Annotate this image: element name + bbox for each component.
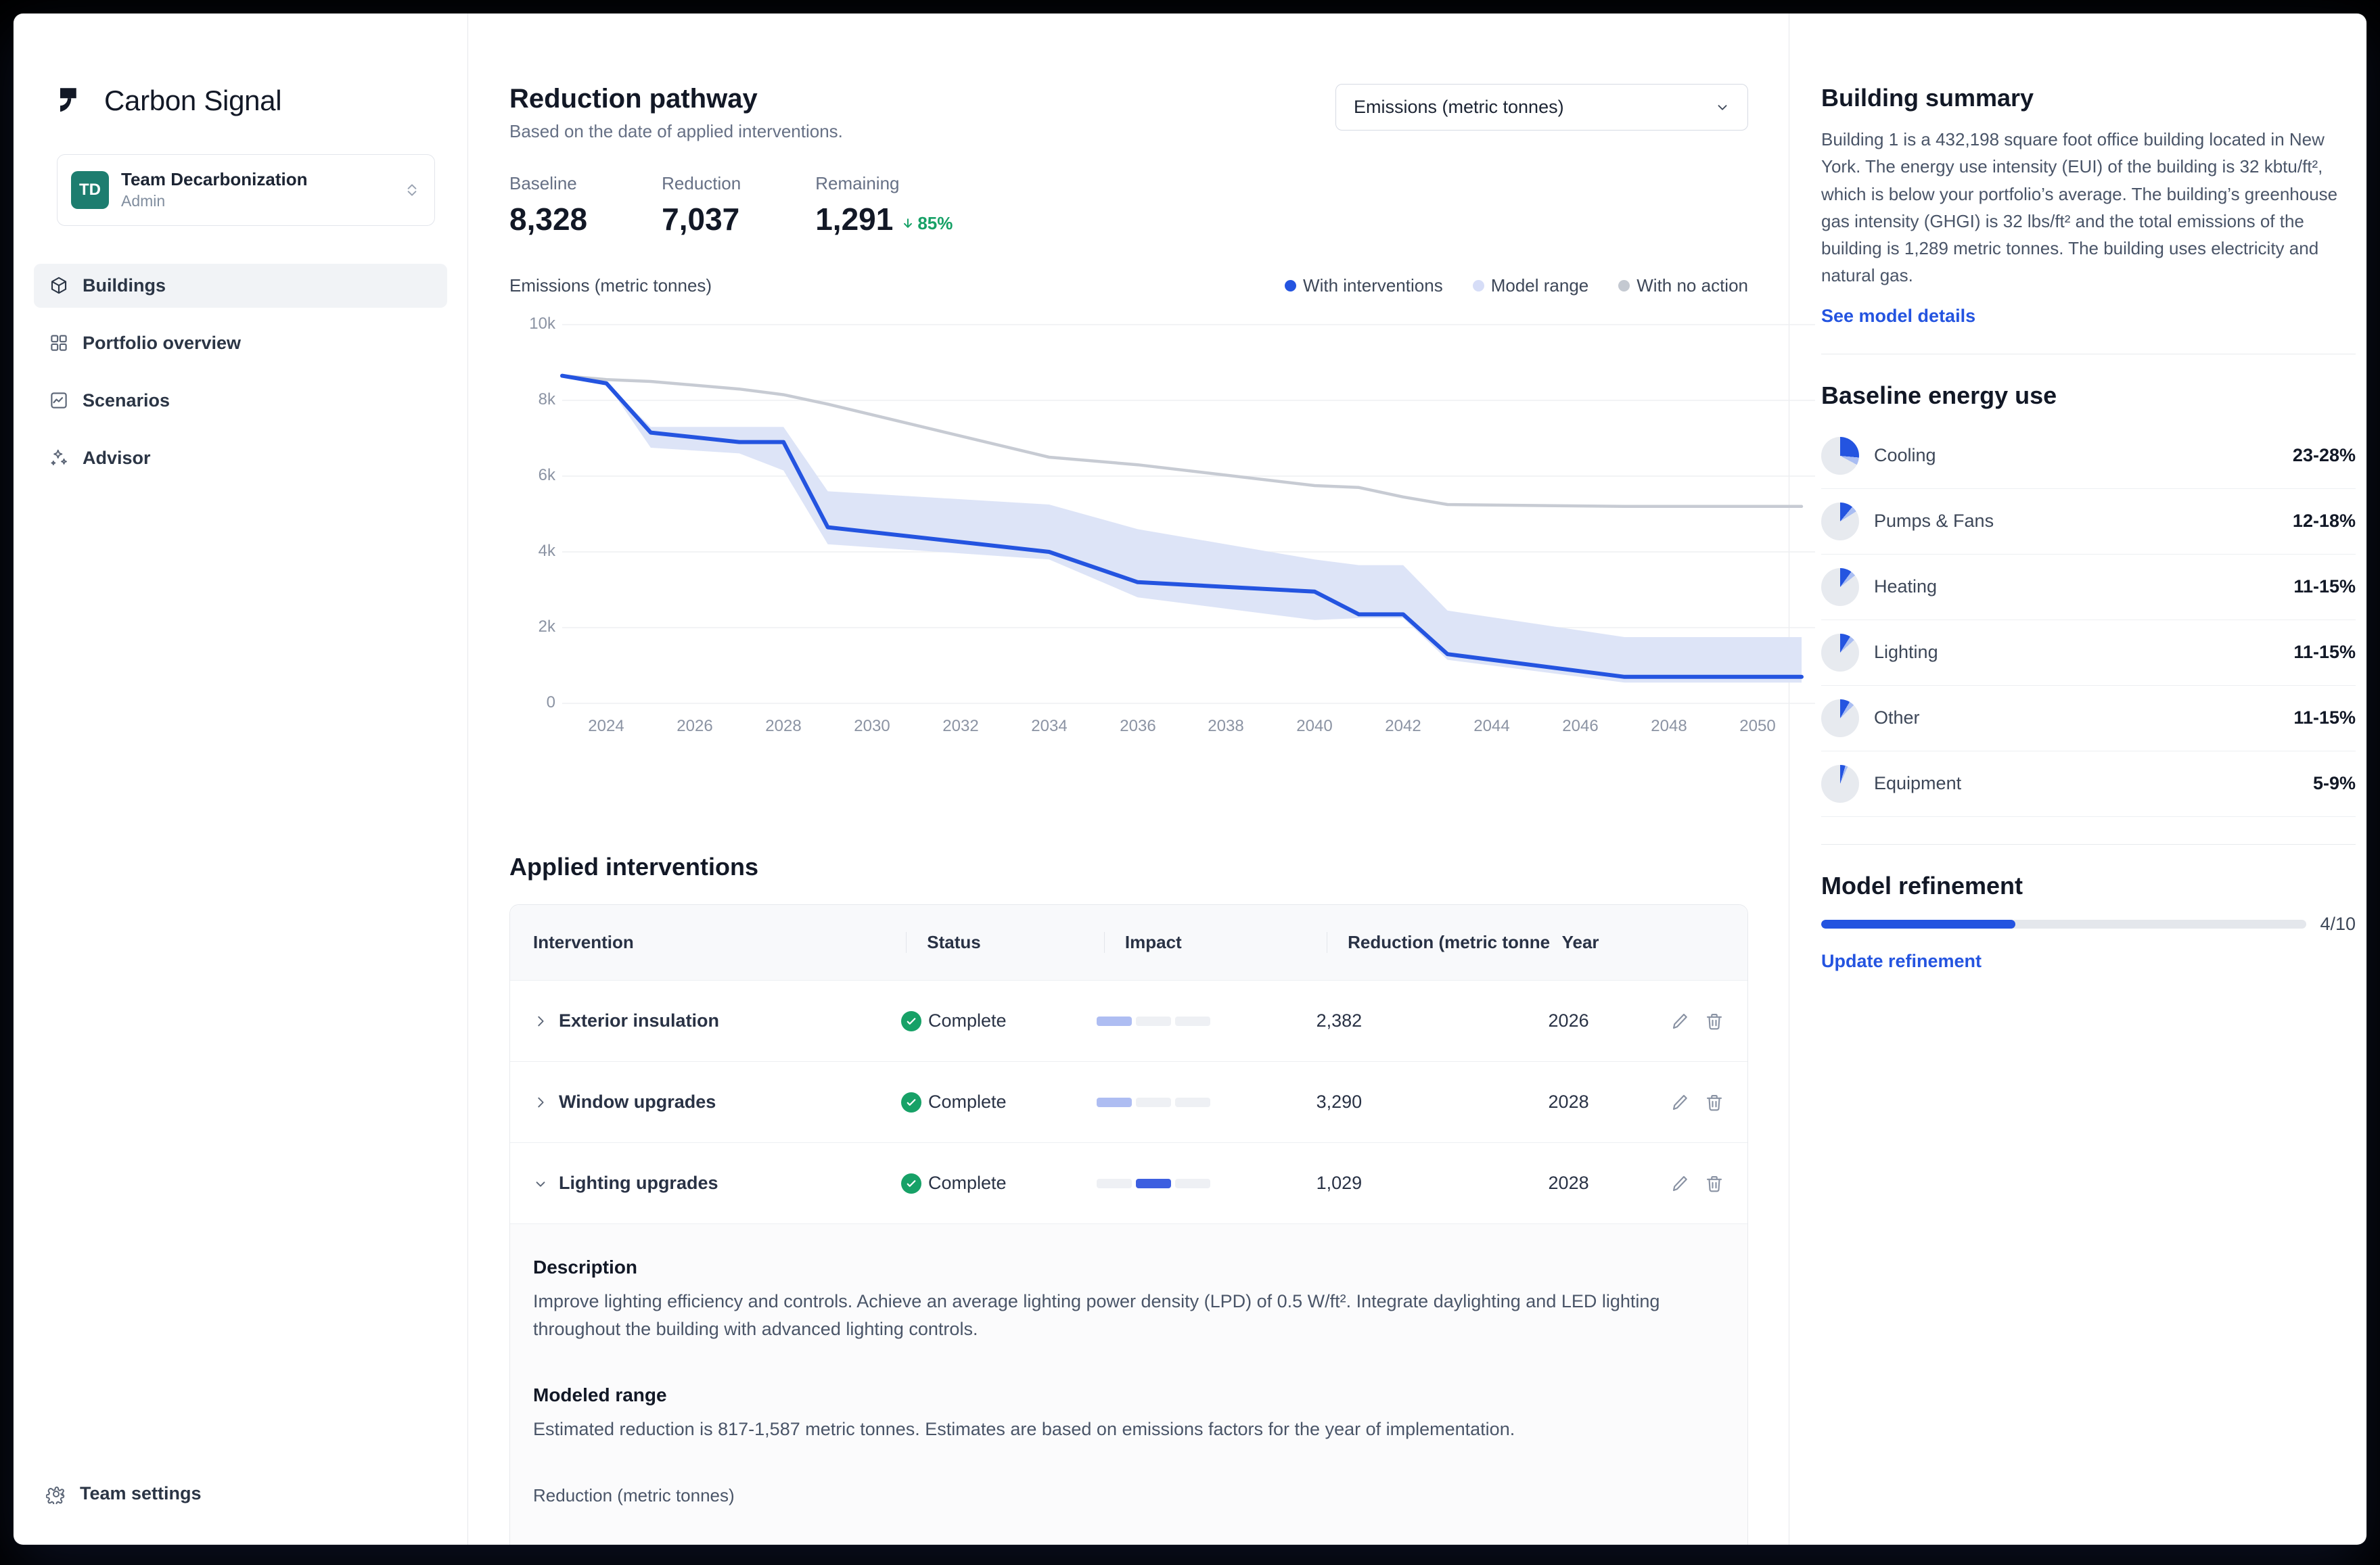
svg-text:2k: 2k: [539, 617, 556, 636]
svg-text:2024: 2024: [588, 717, 624, 735]
svg-text:2048: 2048: [1651, 717, 1687, 735]
svg-text:2046: 2046: [1562, 717, 1598, 735]
svg-text:2034: 2034: [1031, 717, 1067, 735]
svg-text:2028: 2028: [765, 717, 801, 735]
svg-text:10k: 10k: [529, 314, 556, 333]
svg-text:2040: 2040: [1296, 717, 1332, 735]
svg-text:2036: 2036: [1120, 717, 1155, 735]
svg-text:8k: 8k: [539, 390, 556, 408]
svg-text:2044: 2044: [1473, 717, 1509, 735]
svg-text:2032: 2032: [942, 717, 978, 735]
svg-text:2026: 2026: [677, 717, 712, 735]
svg-text:2038: 2038: [1208, 717, 1243, 735]
svg-text:0: 0: [547, 693, 555, 711]
svg-text:6k: 6k: [539, 466, 556, 484]
svg-text:2050: 2050: [1739, 717, 1775, 735]
svg-text:2030: 2030: [854, 717, 890, 735]
svg-text:2042: 2042: [1385, 717, 1421, 735]
svg-text:4k: 4k: [539, 542, 556, 560]
